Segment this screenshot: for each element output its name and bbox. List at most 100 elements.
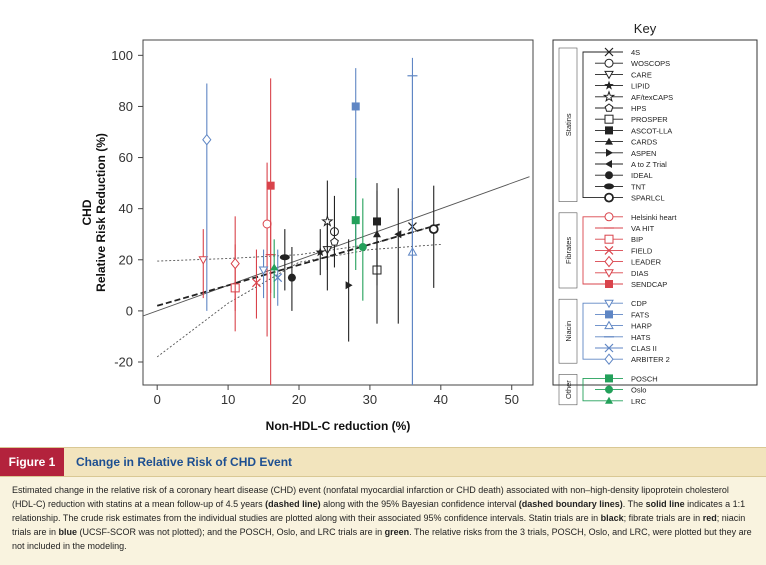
x-tick-label: 20 (292, 392, 306, 407)
x-tick-label: 40 (434, 392, 448, 407)
x-tick-label: 30 (363, 392, 377, 407)
legend-item: HARP (595, 320, 652, 331)
caption-run: . The (622, 499, 646, 509)
caption-run: blue (58, 527, 78, 537)
ci-upper-line (157, 223, 441, 262)
caption-run: red (702, 513, 717, 523)
legend-marker (604, 299, 614, 309)
legend-item-label: FIELD (631, 246, 653, 255)
legend-bracket (582, 302, 595, 360)
legend-item: FIELD (595, 245, 653, 255)
legend-group-label: Niacin (564, 321, 573, 342)
legend-marker (604, 320, 614, 330)
legend-box (552, 39, 758, 386)
point-a-to-z-trial (394, 188, 402, 324)
legend-marker (605, 374, 613, 383)
legend-item: DIAS (595, 269, 649, 278)
legend-item: PROSPER (595, 114, 668, 124)
legend: Key 4S WOSCOPS CARE LIPID AF/texCAPS HPS PROSPE… (552, 21, 758, 406)
y-tick-label: 60 (119, 150, 133, 165)
legend-marker (604, 58, 614, 68)
legend-item-label: Oslo (631, 386, 646, 395)
point-marker (262, 219, 272, 229)
x-tick-label: 50 (504, 392, 518, 407)
legend-group-box (558, 298, 578, 364)
legend-group-label-wrap: Niacin (564, 321, 573, 342)
legend-item-label: HARP (631, 322, 652, 331)
legend-marker (604, 245, 614, 255)
point-marker (252, 278, 261, 288)
y-tick-label: 20 (119, 252, 133, 267)
point-marker (358, 243, 367, 251)
legend-group-box (558, 212, 578, 289)
legend-item-label: IDEAL (631, 171, 653, 180)
legend-item: ARBITER 2 (595, 353, 670, 366)
legend-item: SPARLCL (595, 192, 665, 203)
legend-item: WOSCOPS (595, 58, 670, 68)
legend-item: ASCOT-LLA (595, 126, 672, 135)
point-marker (351, 102, 360, 111)
figure-caption: Estimated change in the relative risk of… (12, 483, 754, 553)
legend-item-label: ASCOT-LLA (631, 126, 672, 135)
x-tick-label: 10 (221, 392, 235, 407)
legend-item: CARE (595, 70, 652, 80)
legend-item-label: HPS (631, 104, 646, 113)
legend-marker (604, 47, 614, 57)
legend-item: VA HIT (595, 224, 655, 233)
legend-item: CARDS (595, 137, 657, 147)
legend-marker (604, 234, 614, 244)
point-arbiter-2 (202, 83, 212, 311)
caption-run: (dashed boundary lines) (518, 499, 623, 509)
y-tick-label: -20 (114, 355, 133, 370)
legend-item-label: FATS (631, 310, 649, 319)
point-cdp (258, 249, 269, 299)
point-marker (230, 257, 240, 270)
point-sparcl (428, 185, 439, 288)
legend-marker (604, 353, 614, 366)
legend-item: POSCH (595, 374, 658, 383)
point-marker (270, 263, 279, 271)
y-tick-label: 0 (126, 303, 133, 318)
point-lrc (270, 239, 279, 299)
legend-group-label-wrap: Statins (564, 113, 573, 136)
point-marker (345, 281, 353, 290)
legend-item: CDP (595, 299, 647, 309)
legend-item: BIP (595, 234, 643, 244)
legend-marker (604, 269, 614, 278)
legend-item: IDEAL (595, 171, 653, 180)
legend-marker (605, 171, 613, 180)
y-tick-label: 40 (119, 201, 133, 216)
y-axis-label-line1: CHD (80, 199, 94, 225)
legend-marker (605, 137, 613, 145)
point-sendcap (266, 78, 275, 385)
point-marker (258, 266, 269, 276)
point-posch (351, 178, 360, 270)
caption-run: (dashed line) (265, 499, 321, 509)
point-marker (321, 214, 334, 227)
point-hps (330, 226, 339, 258)
point-ideal (287, 247, 296, 311)
legend-marker (605, 396, 613, 404)
legend-item: CLAS II (595, 343, 657, 353)
legend-group-label-wrap: Other (564, 380, 573, 399)
legend-item-label: SPARLCL (631, 194, 665, 203)
legend-item-label: LEADER (631, 258, 662, 267)
point-tnt (279, 229, 290, 291)
legend-marker (602, 90, 616, 103)
y-axis-label: CHD Relative Risk Reduction (%) (80, 133, 108, 292)
legend-item-label: PROSPER (631, 115, 668, 124)
legend-item-label: LRC (631, 397, 647, 406)
legend-bracket (582, 216, 595, 285)
legend-item: 4S (595, 47, 640, 57)
legend-item: LIPID (595, 80, 650, 91)
legend-marker (604, 80, 614, 90)
legend-item-label: POSCH (631, 374, 658, 383)
legend-group-box (558, 374, 578, 406)
x-axis-label: Non-HDL-C reduction (%) (266, 419, 411, 433)
point-hats (407, 57, 418, 385)
legend-item: AF/texCAPS (595, 90, 673, 103)
point-clas-ii (273, 249, 283, 306)
plot-inner (143, 57, 530, 385)
legend-item-label: ARBITER 2 (631, 355, 670, 364)
